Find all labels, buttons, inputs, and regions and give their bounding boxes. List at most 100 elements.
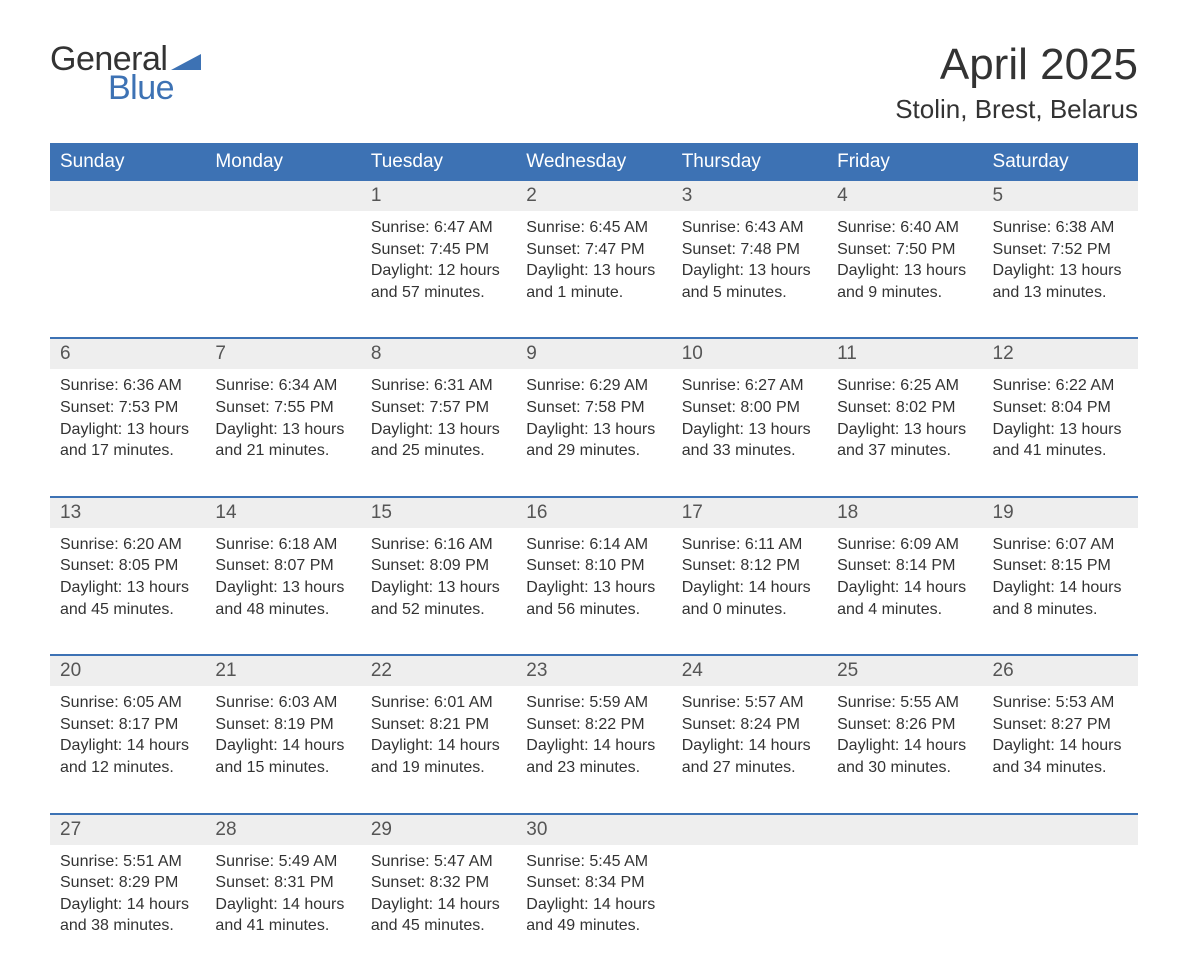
day-number-row: 13141516171819 [50,497,1138,528]
day-number-row: 12345 [50,181,1138,211]
sunset-text: Sunset: 7:48 PM [682,239,817,261]
daylight-text: Daylight: 14 hours and 15 minutes. [215,735,350,778]
sunset-text: Sunset: 8:02 PM [837,397,972,419]
day-cell [672,845,827,971]
sunset-text: Sunset: 8:15 PM [993,555,1128,577]
day-number: 6 [50,338,205,369]
day-cell: Sunrise: 6:36 AMSunset: 7:53 PMDaylight:… [50,369,205,496]
day-number-row: 27282930 [50,814,1138,845]
sunset-text: Sunset: 7:47 PM [526,239,661,261]
day-content-row: Sunrise: 6:47 AMSunset: 7:45 PMDaylight:… [50,211,1138,338]
day-cell: Sunrise: 6:25 AMSunset: 8:02 PMDaylight:… [827,369,982,496]
sunset-text: Sunset: 8:09 PM [371,555,506,577]
daylight-text: Daylight: 14 hours and 23 minutes. [526,735,661,778]
sunset-text: Sunset: 8:24 PM [682,714,817,736]
day-number: 25 [827,655,982,686]
daylight-text: Daylight: 14 hours and 12 minutes. [60,735,195,778]
daylight-text: Daylight: 13 hours and 13 minutes. [993,260,1128,303]
day-cell: Sunrise: 6:01 AMSunset: 8:21 PMDaylight:… [361,686,516,813]
sunset-text: Sunset: 8:14 PM [837,555,972,577]
sunset-text: Sunset: 8:04 PM [993,397,1128,419]
sunrise-text: Sunrise: 6:31 AM [371,375,506,397]
daylight-text: Daylight: 14 hours and 19 minutes. [371,735,506,778]
day-number: 7 [205,338,360,369]
sunset-text: Sunset: 8:05 PM [60,555,195,577]
daylight-text: Daylight: 14 hours and 8 minutes. [993,577,1128,620]
logo-word-blue: Blue [108,69,201,108]
day-cell: Sunrise: 6:11 AMSunset: 8:12 PMDaylight:… [672,528,827,655]
day-number: 27 [50,814,205,845]
sunset-text: Sunset: 8:26 PM [837,714,972,736]
day-cell: Sunrise: 6:05 AMSunset: 8:17 PMDaylight:… [50,686,205,813]
day-number: 2 [516,181,671,211]
day-cell [205,211,360,338]
daylight-text: Daylight: 13 hours and 37 minutes. [837,419,972,462]
day-number-row: 6789101112 [50,338,1138,369]
sunset-text: Sunset: 7:58 PM [526,397,661,419]
day-cell: Sunrise: 5:53 AMSunset: 8:27 PMDaylight:… [983,686,1138,813]
day-cell [50,211,205,338]
sunset-text: Sunset: 8:12 PM [682,555,817,577]
sunrise-text: Sunrise: 6:47 AM [371,217,506,239]
sunset-text: Sunset: 8:22 PM [526,714,661,736]
sunrise-text: Sunrise: 6:09 AM [837,534,972,556]
day-number [205,181,360,211]
daylight-text: Daylight: 13 hours and 21 minutes. [215,419,350,462]
day-number: 14 [205,497,360,528]
sunset-text: Sunset: 8:32 PM [371,872,506,894]
sunrise-text: Sunrise: 6:05 AM [60,692,195,714]
day-number: 29 [361,814,516,845]
day-number: 4 [827,181,982,211]
day-content-row: Sunrise: 5:51 AMSunset: 8:29 PMDaylight:… [50,845,1138,971]
day-cell: Sunrise: 5:51 AMSunset: 8:29 PMDaylight:… [50,845,205,971]
day-number: 10 [672,338,827,369]
sunrise-text: Sunrise: 6:29 AM [526,375,661,397]
daylight-text: Daylight: 13 hours and 33 minutes. [682,419,817,462]
daylight-text: Daylight: 14 hours and 0 minutes. [682,577,817,620]
sunrise-text: Sunrise: 6:03 AM [215,692,350,714]
day-cell: Sunrise: 6:27 AMSunset: 8:00 PMDaylight:… [672,369,827,496]
sunrise-text: Sunrise: 6:16 AM [371,534,506,556]
weekday-thursday: Thursday [672,143,827,181]
day-number: 9 [516,338,671,369]
sunset-text: Sunset: 8:34 PM [526,872,661,894]
day-cell: Sunrise: 6:45 AMSunset: 7:47 PMDaylight:… [516,211,671,338]
sunrise-text: Sunrise: 5:53 AM [993,692,1128,714]
sunrise-text: Sunrise: 5:55 AM [837,692,972,714]
sunrise-text: Sunrise: 6:18 AM [215,534,350,556]
sunset-text: Sunset: 7:57 PM [371,397,506,419]
day-number: 15 [361,497,516,528]
weekday-friday: Friday [827,143,982,181]
sunrise-text: Sunrise: 6:25 AM [837,375,972,397]
day-cell: Sunrise: 6:38 AMSunset: 7:52 PMDaylight:… [983,211,1138,338]
day-number: 12 [983,338,1138,369]
day-cell: Sunrise: 6:40 AMSunset: 7:50 PMDaylight:… [827,211,982,338]
day-cell: Sunrise: 6:31 AMSunset: 7:57 PMDaylight:… [361,369,516,496]
sunset-text: Sunset: 7:45 PM [371,239,506,261]
sunset-text: Sunset: 7:50 PM [837,239,972,261]
day-cell: Sunrise: 6:43 AMSunset: 7:48 PMDaylight:… [672,211,827,338]
day-cell: Sunrise: 5:47 AMSunset: 8:32 PMDaylight:… [361,845,516,971]
daylight-text: Daylight: 13 hours and 25 minutes. [371,419,506,462]
day-cell: Sunrise: 6:22 AMSunset: 8:04 PMDaylight:… [983,369,1138,496]
daylight-text: Daylight: 12 hours and 57 minutes. [371,260,506,303]
sunrise-text: Sunrise: 6:14 AM [526,534,661,556]
daylight-text: Daylight: 13 hours and 48 minutes. [215,577,350,620]
day-number: 26 [983,655,1138,686]
daylight-text: Daylight: 13 hours and 41 minutes. [993,419,1128,462]
daylight-text: Daylight: 14 hours and 34 minutes. [993,735,1128,778]
day-number: 8 [361,338,516,369]
sunrise-text: Sunrise: 6:11 AM [682,534,817,556]
sunset-text: Sunset: 8:29 PM [60,872,195,894]
sunset-text: Sunset: 8:17 PM [60,714,195,736]
daylight-text: Daylight: 13 hours and 17 minutes. [60,419,195,462]
weekday-monday: Monday [205,143,360,181]
daylight-text: Daylight: 14 hours and 38 minutes. [60,894,195,937]
title-block: April 2025 Stolin, Brest, Belarus [895,40,1138,125]
sunrise-text: Sunrise: 5:51 AM [60,851,195,873]
day-number: 16 [516,497,671,528]
day-content-row: Sunrise: 6:05 AMSunset: 8:17 PMDaylight:… [50,686,1138,813]
weekday-saturday: Saturday [983,143,1138,181]
sunset-text: Sunset: 8:21 PM [371,714,506,736]
daylight-text: Daylight: 13 hours and 1 minute. [526,260,661,303]
